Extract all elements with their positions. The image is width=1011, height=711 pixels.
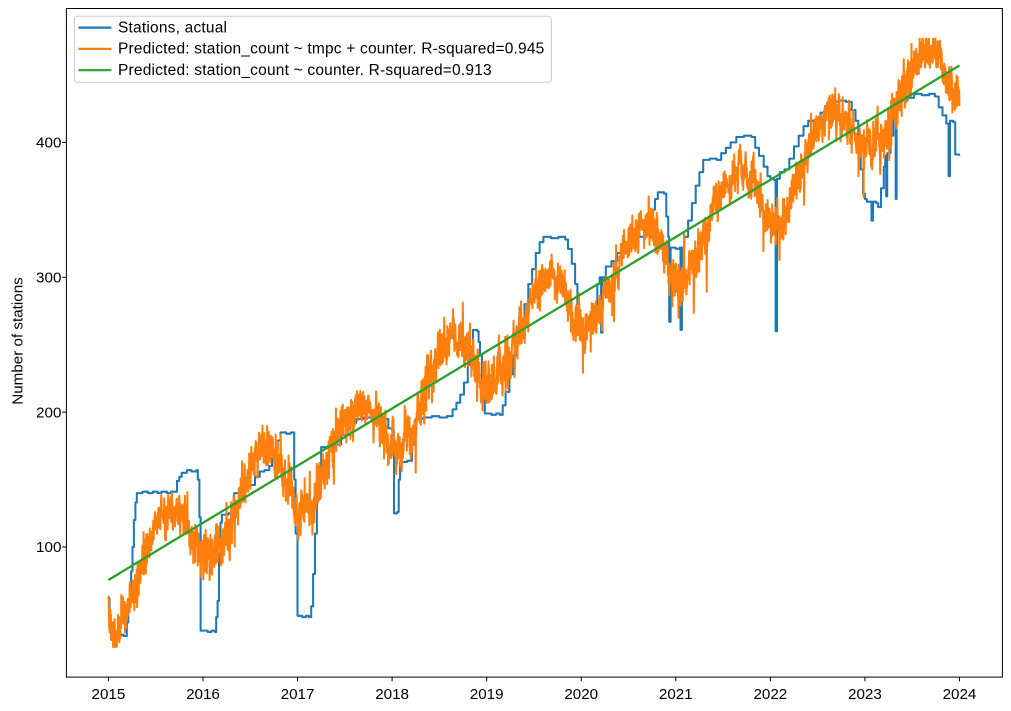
svg-text:2015: 2015 [92,686,126,703]
svg-text:2022: 2022 [753,686,787,703]
svg-text:2016: 2016 [186,686,220,703]
svg-text:2017: 2017 [281,686,315,703]
svg-text:2023: 2023 [848,686,882,703]
svg-text:2018: 2018 [375,686,409,703]
svg-text:2020: 2020 [564,686,598,703]
svg-text:300: 300 [36,270,61,287]
svg-text:Number of stations: Number of stations [10,277,27,405]
svg-text:2019: 2019 [470,686,504,703]
svg-text:Predicted: station_count ~ tmp: Predicted: station_count ~ tmpc + counte… [118,41,544,58]
svg-text:100: 100 [36,539,61,556]
svg-text:2021: 2021 [659,686,693,703]
svg-text:Predicted: station_count ~ cou: Predicted: station_count ~ counter. R-sq… [118,62,492,79]
svg-text:2024: 2024 [943,686,977,703]
svg-text:200: 200 [36,404,61,421]
svg-text:400: 400 [36,135,61,152]
svg-text:Stations, actual: Stations, actual [118,19,227,36]
